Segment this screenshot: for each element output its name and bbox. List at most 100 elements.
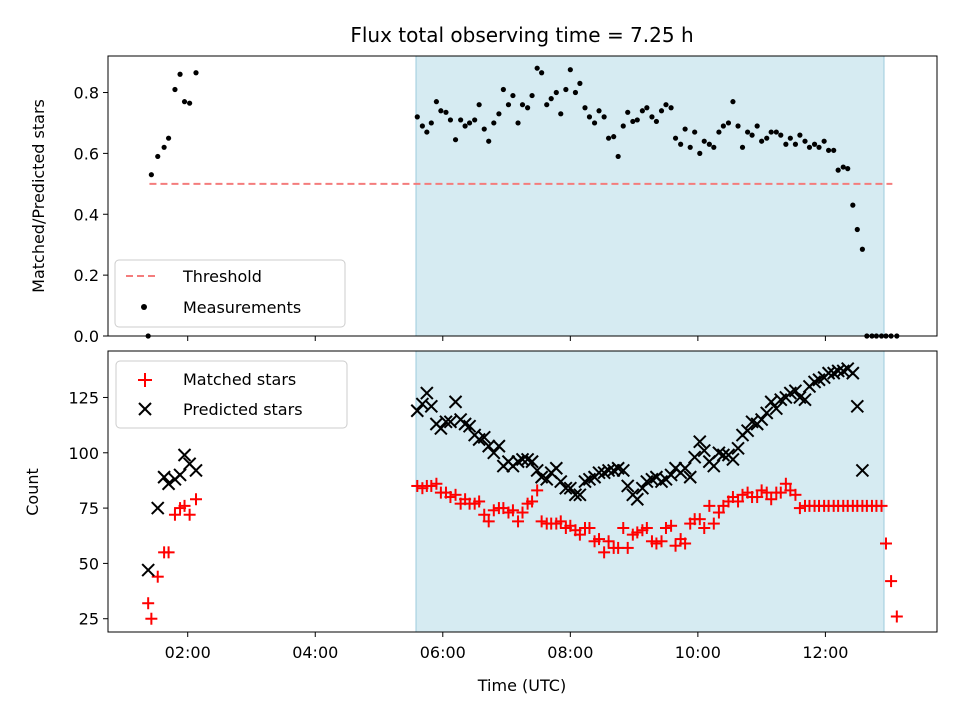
measurement-point	[462, 123, 468, 129]
predicted-star-point	[683, 470, 697, 484]
measurement-point	[787, 135, 793, 141]
matched-stars-points	[142, 477, 903, 625]
matched-star-point	[482, 515, 495, 528]
predicted-star-point	[678, 461, 692, 475]
measurement-point	[678, 141, 684, 147]
measurement-point	[701, 138, 707, 144]
matched-star-point	[506, 504, 519, 517]
predicted-star-point	[850, 399, 864, 414]
predicted-star-point	[492, 439, 506, 453]
matched-star-point	[583, 522, 596, 535]
bottom-x-tick-label: 12:00	[802, 643, 848, 662]
measurement-point	[725, 120, 732, 126]
measurement-point	[653, 118, 660, 125]
matched-star-point	[879, 537, 892, 550]
measurement-point	[797, 132, 803, 138]
bottom-y-axis-label: Count	[23, 468, 42, 516]
top-y-tick-label: 0.6	[74, 144, 99, 163]
measurement-point	[181, 99, 188, 105]
matched-star-point	[531, 484, 544, 497]
predicted-star-point	[540, 472, 554, 487]
measurement-point	[491, 120, 497, 126]
measurement-point	[697, 150, 703, 156]
matched-star-point	[885, 575, 898, 588]
matched-star-point	[430, 477, 443, 490]
matched-star-point	[573, 528, 586, 541]
measurement-point	[687, 144, 693, 150]
matched-star-point	[478, 508, 491, 521]
bottom-x-tick-label: 06:00	[420, 643, 466, 662]
predicted-star-point	[798, 392, 812, 407]
predicted-star-point	[630, 492, 644, 506]
predicted-star-point	[573, 488, 587, 502]
bottom-y-tick-label: 25	[79, 610, 99, 629]
matched-star-point	[516, 506, 529, 519]
predicted-star-point	[420, 386, 434, 400]
matched-star-point	[554, 515, 567, 528]
measurement-point	[567, 67, 573, 73]
top-shaded-span	[415, 55, 885, 337]
matched-star-point	[650, 537, 663, 550]
matched-star-point	[789, 488, 802, 501]
matched-star-point	[168, 508, 181, 521]
matched-star-point	[679, 537, 692, 550]
predicted-star-point	[769, 401, 784, 416]
measurement-point	[177, 71, 183, 77]
measurement-point	[806, 144, 813, 150]
measurement-point	[720, 123, 726, 129]
predicted-star-point	[151, 501, 165, 515]
predicted-star-point	[693, 435, 707, 449]
predicted-star-point	[439, 415, 453, 429]
measurement-point	[553, 89, 559, 96]
matched-star-point	[659, 522, 672, 535]
matched-star-point	[890, 610, 903, 623]
measurement-point	[802, 138, 808, 144]
measurement-point	[486, 138, 492, 144]
measurement-point	[505, 102, 512, 108]
measurement-point	[591, 120, 598, 126]
measurement-point	[811, 141, 818, 147]
measurement-point	[161, 144, 167, 150]
bottom-x-tick-label: 10:00	[675, 643, 721, 662]
matched-star-point	[526, 495, 539, 508]
matched-star-point	[142, 597, 155, 610]
measurement-point	[663, 102, 669, 108]
matched-star-point	[640, 522, 653, 535]
measurement-point	[452, 137, 459, 143]
predicted-star-point	[740, 423, 755, 438]
matched-star-point	[162, 546, 175, 559]
matched-star-point	[751, 491, 764, 504]
measurement-point	[605, 135, 612, 141]
bottom-y-tick-label: 125	[68, 388, 99, 407]
predicted-star-point	[760, 406, 774, 420]
matched-star-point	[779, 477, 792, 490]
predicted-star-point	[616, 463, 630, 478]
measurement-point	[639, 108, 645, 114]
matched-star-point	[698, 522, 711, 535]
matched-star-point	[875, 499, 888, 512]
matched-star-point	[665, 519, 678, 532]
measurement-point	[558, 111, 564, 117]
bottom-legend-box	[115, 360, 348, 429]
matched-star-point	[755, 484, 768, 497]
measurement-point	[519, 102, 526, 108]
bottom-x-tick-label: 08:00	[547, 643, 593, 662]
chart-title: Flux total observing time = 7.25 h	[350, 23, 693, 47]
predicted-star-point	[481, 439, 496, 453]
top-legend: Threshold Measurements	[114, 259, 346, 328]
predicted-star-point	[434, 421, 448, 436]
measurement-point	[510, 92, 516, 99]
measurement-point	[821, 138, 827, 144]
predicted-star-point	[189, 463, 203, 478]
measurement-point	[481, 126, 487, 132]
measurement-point	[739, 144, 746, 150]
top-y-tick-label: 0.2	[74, 266, 99, 285]
measurement-point	[148, 172, 154, 178]
predicted-star-point	[754, 412, 769, 427]
matched-star-point	[145, 612, 158, 625]
measurement-point	[443, 109, 449, 115]
measurement-point	[816, 144, 822, 150]
measurement-point	[825, 147, 832, 153]
measurement-point	[768, 129, 774, 135]
